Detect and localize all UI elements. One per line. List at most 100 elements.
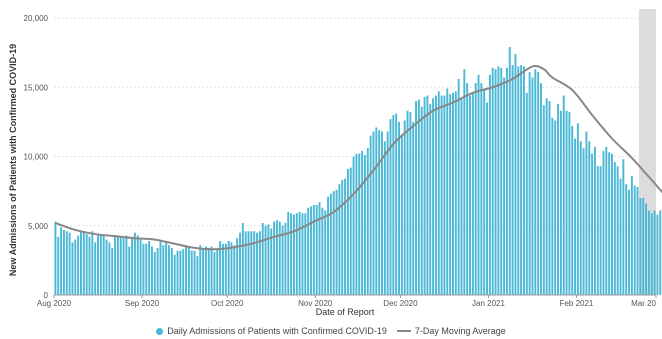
daily-admissions-bar <box>148 240 151 295</box>
daily-admissions-bar <box>542 105 545 295</box>
daily-admissions-bar <box>398 121 400 296</box>
moving-average-line <box>55 64 662 251</box>
daily-admissions-bar <box>176 250 179 295</box>
daily-admissions-bar <box>639 198 642 295</box>
daily-admissions-bar <box>327 196 329 295</box>
daily-admissions-bar <box>596 166 599 295</box>
daily-admissions-bar <box>221 243 224 295</box>
x-tick-label: Mar 20 <box>631 299 656 308</box>
daily-admissions-bar <box>122 238 125 295</box>
daily-admissions-bar <box>363 155 366 295</box>
daily-admissions-bar <box>386 131 389 295</box>
daily-admissions-bar <box>119 236 122 295</box>
daily-admissions-bar <box>429 103 432 296</box>
daily-admissions-bar <box>432 98 435 295</box>
daily-admissions-bar <box>116 235 119 295</box>
daily-admissions-bar <box>355 153 358 295</box>
daily-admissions-bar <box>131 238 134 295</box>
daily-admissions-bar <box>281 225 284 295</box>
daily-admissions-bar <box>602 150 605 295</box>
daily-admissions-bar <box>145 243 148 295</box>
daily-admissions-bar <box>185 246 188 295</box>
daily-admissions-bar <box>559 110 562 295</box>
daily-admissions-bar <box>446 88 449 295</box>
daily-admissions-bar <box>471 92 474 295</box>
daily-admissions-bar <box>307 207 310 295</box>
daily-admissions-bar <box>199 245 202 295</box>
daily-admissions-bar <box>111 247 114 295</box>
y-tick-label: 0 <box>44 291 49 300</box>
daily-admissions-bar <box>74 239 77 295</box>
daily-admissions-bar <box>346 168 349 295</box>
daily-admissions-bar <box>593 146 596 295</box>
daily-admissions-bar <box>210 246 213 295</box>
daily-admissions-bar <box>474 83 477 295</box>
daily-admissions-bar <box>128 246 131 295</box>
daily-admissions-bar <box>477 74 480 295</box>
daily-admissions-bar <box>114 235 117 295</box>
legend-item-daily[interactable]: Daily Admissions of Patients with Confir… <box>156 326 387 336</box>
daily-admissions-bar <box>412 121 415 296</box>
legend-item-average[interactable]: 7-Day Moving Average <box>396 326 506 336</box>
x-axis-ticks: Aug 2020 Sep 2020 Oct 2020 Nov 2020 Dec 2020… <box>37 295 657 308</box>
daily-admissions-bar <box>366 148 369 295</box>
y-tick-label: 15,000 <box>24 83 49 92</box>
daily-admissions-bar <box>310 206 312 295</box>
daily-admissions-bar <box>139 239 142 295</box>
daily-admissions-bar <box>187 247 190 295</box>
daily-admissions-bar <box>454 91 457 295</box>
x-tick-label: Aug 2020 <box>37 299 72 308</box>
daily-admissions-bar <box>292 214 295 295</box>
daily-admissions-bar <box>534 69 537 295</box>
legend-swatch-dot <box>156 327 164 335</box>
daily-admissions-bar <box>525 92 528 295</box>
daily-admissions-bar <box>256 232 258 295</box>
daily-admissions-bar <box>522 66 525 295</box>
daily-admissions-bar <box>372 131 375 295</box>
daily-admissions-bar <box>548 101 551 295</box>
daily-admissions-bar <box>611 153 613 295</box>
daily-admissions-bar <box>517 66 520 295</box>
daily-admissions-bar <box>486 102 489 296</box>
daily-admissions-bar <box>295 213 298 295</box>
y-axis-title: New Admissions of Patients with Confirme… <box>8 44 18 276</box>
daily-admissions-bar <box>395 113 398 295</box>
daily-admissions-bar <box>642 198 645 295</box>
daily-admissions-bar <box>361 150 364 295</box>
daily-admissions-bar <box>230 242 233 295</box>
daily-admissions-bar <box>508 47 511 296</box>
daily-admissions-bar <box>99 234 102 295</box>
daily-admissions-bar <box>236 238 239 295</box>
daily-admissions-bar <box>622 159 625 295</box>
daily-admissions-bar <box>466 83 469 295</box>
daily-admissions-bar <box>290 213 293 295</box>
daily-admissions-bar <box>216 249 219 295</box>
y-tick-label: 20,000 <box>24 14 49 23</box>
x-tick-label: Dec 2020 <box>383 299 418 308</box>
daily-admissions-bar <box>497 66 500 295</box>
daily-admissions-bar <box>630 175 633 295</box>
daily-admissions-bar <box>426 95 429 295</box>
daily-admissions-bar <box>528 72 531 295</box>
daily-admissions-bar <box>537 72 540 295</box>
daily-admissions-bar <box>645 203 648 295</box>
daily-admissions-bar <box>633 185 636 295</box>
daily-admissions-bar <box>88 236 91 295</box>
daily-admissions-bar <box>625 184 628 295</box>
daily-admissions-bar <box>304 213 307 295</box>
daily-admissions-bar <box>182 249 185 295</box>
daily-admissions-bar <box>196 256 199 295</box>
daily-admissions-bar <box>389 119 392 295</box>
daily-admissions-bar <box>284 222 287 295</box>
daily-admissions-bar <box>392 114 395 295</box>
daily-admissions-bar <box>193 250 196 295</box>
daily-admissions-bar <box>60 227 63 295</box>
daily-admissions-bar <box>636 186 639 295</box>
daily-admissions-bar <box>420 106 423 295</box>
daily-admissions-bar <box>656 214 659 295</box>
daily-admissions-bar <box>329 193 332 295</box>
daily-admissions-bar <box>85 234 88 295</box>
daily-admissions-bar <box>315 204 318 295</box>
daily-admissions-bar <box>582 148 585 295</box>
